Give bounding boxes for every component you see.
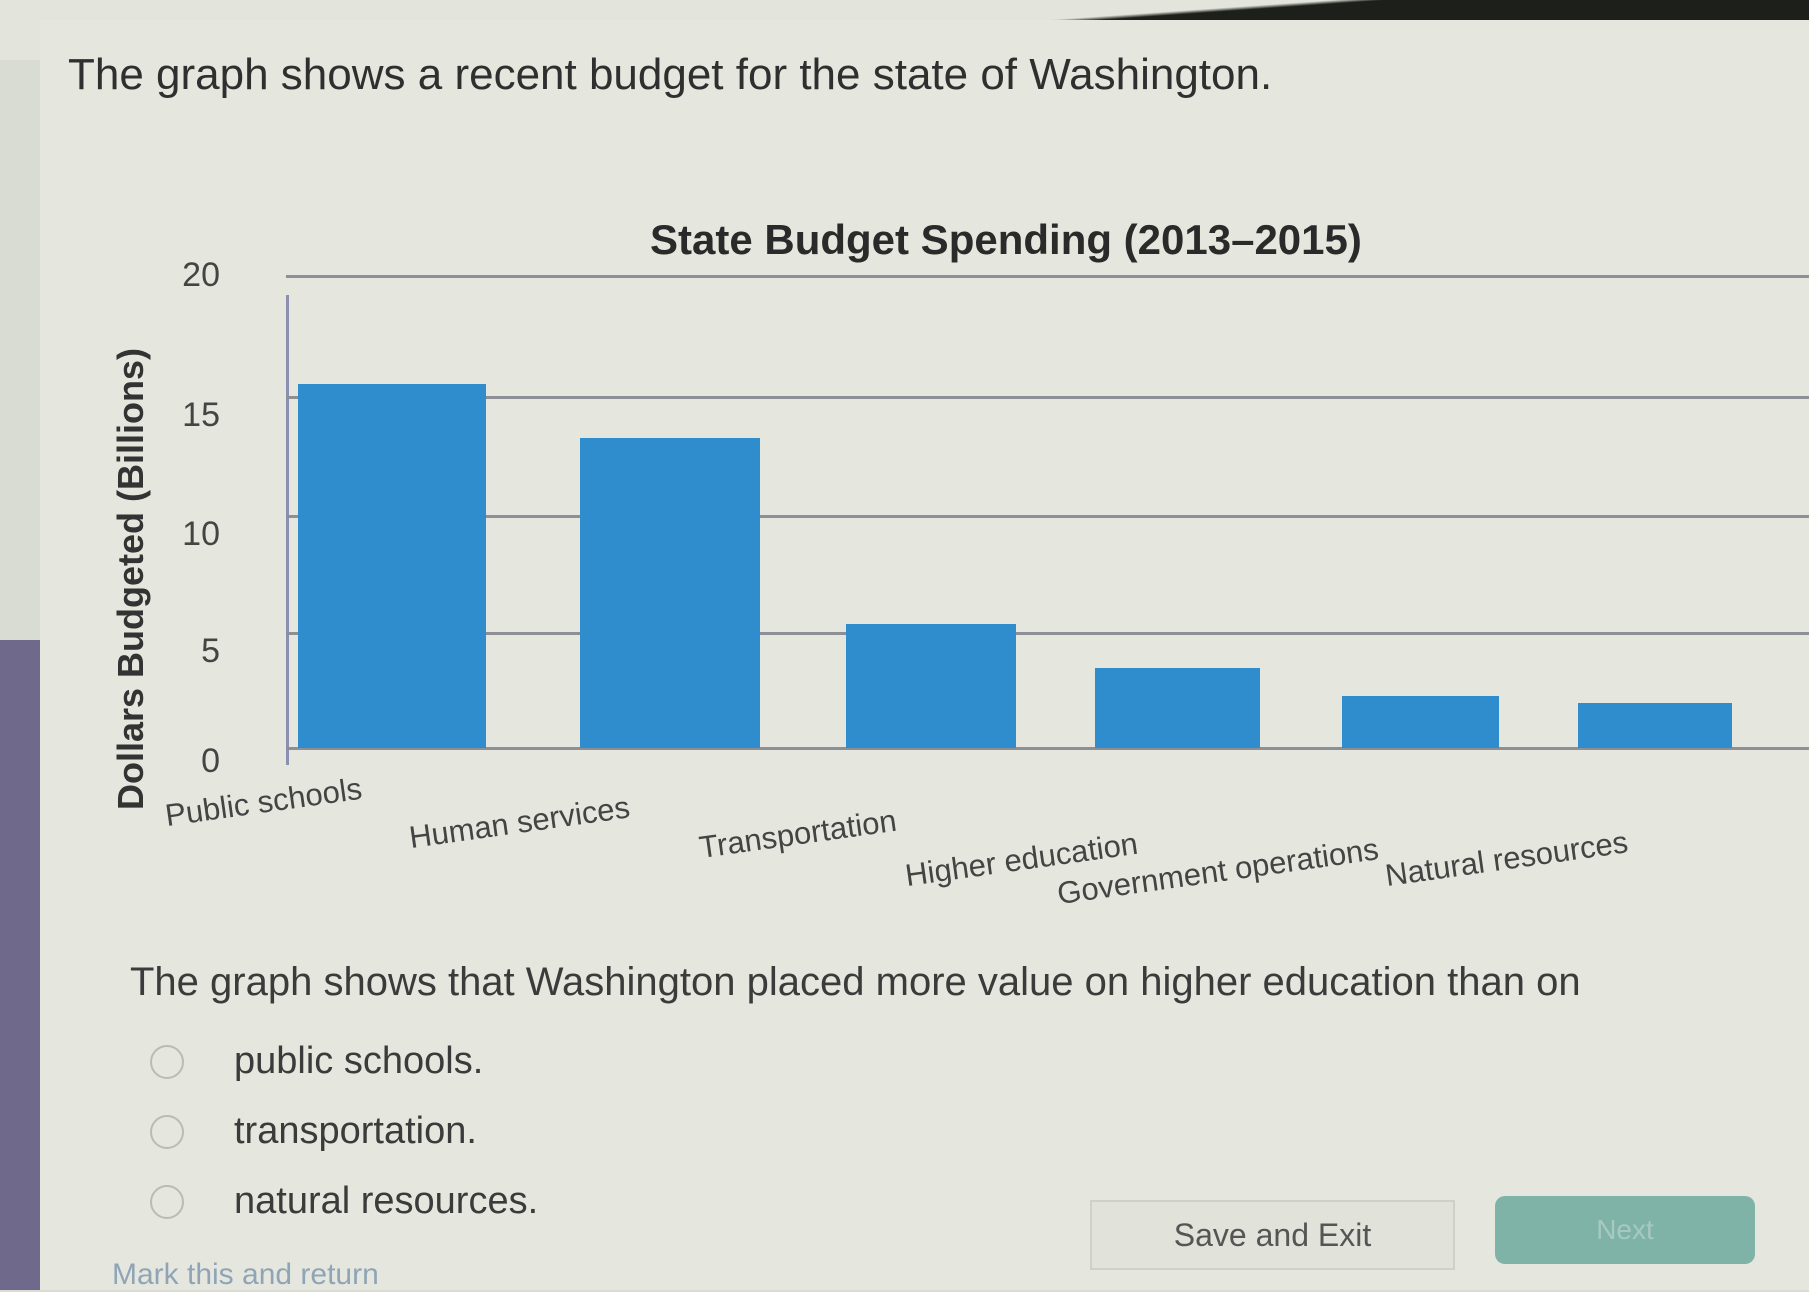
bar-transportation: [846, 624, 1016, 748]
y-tick: 5: [201, 632, 220, 670]
option-label: transportation.: [234, 1110, 477, 1152]
mark-and-return-link[interactable]: Mark this and return: [112, 1258, 379, 1291]
radio-button[interactable]: [150, 1184, 184, 1219]
intro-text: The graph shows a recent budget for the …: [68, 50, 1273, 99]
next-button[interactable]: Next: [1495, 1196, 1755, 1264]
radio-button[interactable]: [150, 1114, 184, 1149]
question-panel: The graph shows a recent budget for the …: [40, 20, 1809, 1290]
gridline-10: [286, 515, 1809, 518]
y-tick: 10: [182, 515, 220, 553]
gridline-15: [286, 396, 1809, 399]
bar-higher-education: [1095, 668, 1260, 748]
x-label: Natural resources: [1382, 824, 1631, 894]
bar-government-operations: [1342, 696, 1499, 748]
answer-option-natural-resources[interactable]: natural resources.: [150, 1180, 538, 1223]
y-tick: 15: [182, 396, 220, 434]
gridline-20: [286, 275, 1809, 278]
y-tick: 20: [182, 256, 220, 294]
option-label: natural resources.: [234, 1180, 539, 1222]
y-axis: [286, 295, 289, 765]
question-prompt: The graph shows that Washington placed m…: [130, 960, 1581, 1004]
bar-public-schools: [298, 384, 486, 748]
radio-button[interactable]: [150, 1044, 184, 1079]
answer-option-public-schools[interactable]: public schools.: [150, 1040, 483, 1083]
bar-human-services: [580, 438, 760, 748]
x-label: Transportation: [696, 802, 899, 866]
x-axis-baseline: [286, 747, 1809, 750]
y-axis-label: Dollars Budgeted (Billions): [110, 347, 151, 810]
bar-natural-resources: [1578, 703, 1732, 748]
save-and-exit-button[interactable]: Save and Exit: [1090, 1200, 1455, 1270]
gridline-5: [286, 632, 1809, 635]
option-label: public schools.: [234, 1040, 484, 1082]
chart-title: State Budget Spending (2013–2015): [650, 216, 1362, 263]
x-label: Human services: [406, 789, 632, 856]
answer-option-transportation[interactable]: transportation.: [150, 1110, 477, 1153]
y-tick: 0: [201, 742, 220, 780]
